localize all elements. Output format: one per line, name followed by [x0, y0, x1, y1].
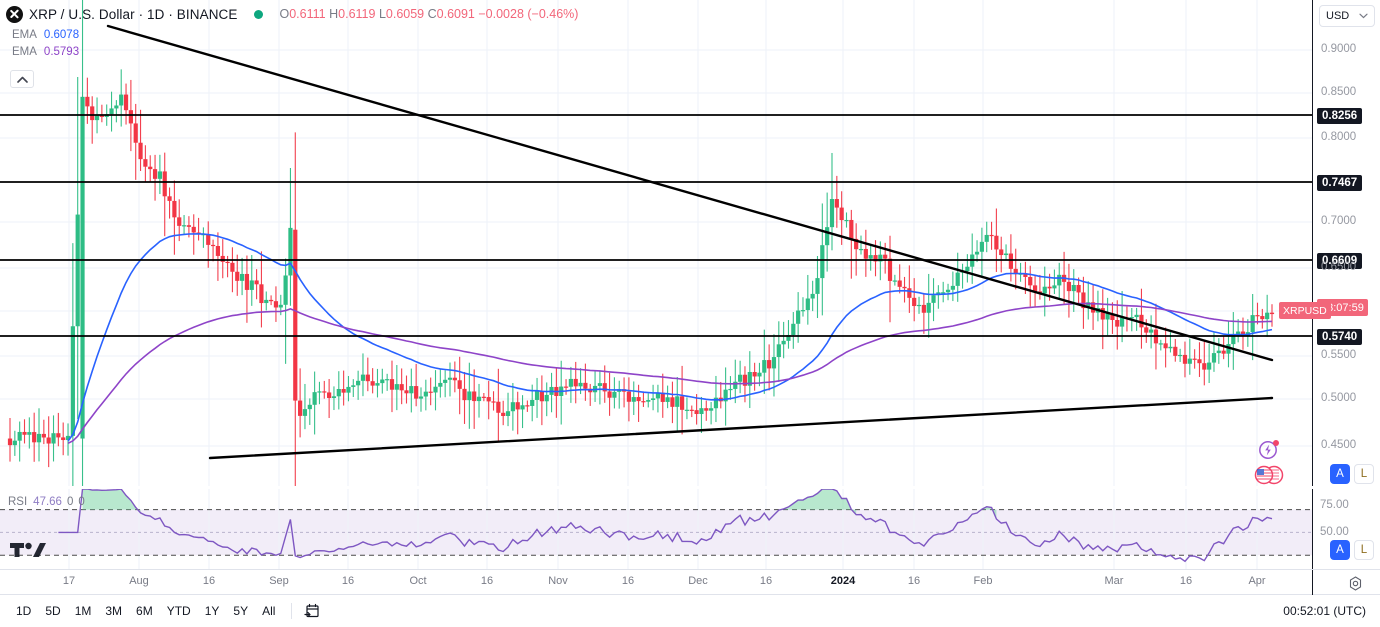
price-axis-toggle-group[interactable]: A L	[1330, 464, 1374, 484]
chevron-up-icon	[16, 76, 28, 83]
tradingview-logo-icon	[10, 542, 46, 557]
time-label-2024: 2024	[830, 575, 856, 587]
time-label-Feb: Feb	[973, 575, 993, 587]
rsi-auto-scale-button[interactable]: A	[1330, 540, 1350, 560]
price-chart-pane[interactable]	[0, 0, 1312, 486]
price-tick-0-7000: 0.7000	[1321, 215, 1357, 227]
price-tick-0-8256: 0.8256	[1317, 108, 1363, 124]
alert-lightning-button[interactable]	[1258, 438, 1280, 465]
price-tick-0-5500: 0.5500	[1321, 349, 1357, 361]
utc-clock: 00:52:01 (UTC)	[1283, 604, 1366, 618]
time-label-Aug: Aug	[129, 575, 149, 587]
chart-settings-icon	[1349, 575, 1361, 591]
time-label-16: 16	[480, 575, 494, 587]
price-tick-0-5000: 0.5000	[1321, 392, 1357, 404]
price-tick-0-8000: 0.8000	[1321, 131, 1357, 143]
currency-coins-icon	[1254, 465, 1284, 485]
price-tick-0-8500: 0.8500	[1321, 86, 1357, 98]
time-label-16: 16	[621, 575, 635, 587]
timeframe-button-1m[interactable]: 1M	[74, 604, 92, 618]
chevron-down-icon	[1359, 13, 1368, 19]
currency-selector[interactable]: USD	[1319, 5, 1375, 27]
price-log-scale-button[interactable]: L	[1354, 464, 1374, 484]
price-tick-0-6500: 0.6500	[1321, 261, 1357, 273]
rsi-tick-75-00: 75.00	[1320, 499, 1349, 511]
alert-lightning-icon	[1259, 440, 1279, 459]
price-tick-0-6609: 0.6609	[1317, 253, 1363, 269]
time-label-17: 17	[62, 575, 76, 587]
time-label-Mar: Mar	[1104, 575, 1124, 587]
time-label-16: 16	[1179, 575, 1193, 587]
rsi-indicator-pane[interactable]	[0, 489, 1312, 569]
rsi-log-scale-button[interactable]: L	[1354, 540, 1374, 560]
timeframe-button-1y[interactable]: 1Y	[204, 604, 220, 618]
bottom-toolbar[interactable]: 1D 5D 1M 3M 6M YTD 1Y 5Y All 00:52:01 (UTC)	[0, 595, 1380, 627]
time-label-16: 16	[341, 575, 355, 587]
currency-coins-button[interactable]	[1254, 464, 1286, 491]
timeframe-button-5y[interactable]: 5Y	[233, 604, 249, 618]
time-label-Nov: Nov	[548, 575, 568, 587]
time-label-Oct: Oct	[409, 575, 427, 587]
time-label-16: 16	[759, 575, 773, 587]
tradingview-logo-watermark	[10, 537, 46, 564]
toolbar-divider	[291, 603, 293, 619]
price-auto-scale-button[interactable]: A	[1330, 464, 1350, 484]
timeframe-button-6m[interactable]: 6M	[136, 604, 153, 618]
price-tick-0-5740: 0.5740	[1317, 329, 1363, 345]
pane-axis-gap	[1312, 486, 1380, 489]
timeframe-button-group[interactable]: 1D 5D 1M 3M 6M YTD 1Y 5Y All	[0, 601, 281, 621]
rsi-axis-toggle-group[interactable]: A L	[1330, 540, 1374, 560]
collapse-legend-button[interactable]	[10, 70, 34, 88]
time-axis[interactable]: 17 Aug 16 Sep 16 Oct 16 Nov 16 Dec 16 2024 16 Feb Mar 1…	[0, 569, 1380, 596]
currency-label: USD	[1326, 10, 1350, 22]
time-label-Dec: Dec	[688, 575, 708, 587]
timeframe-button-3m[interactable]: 3M	[105, 604, 123, 618]
price-tick-0-9000: 0.9000	[1321, 43, 1357, 55]
timeframe-button-all[interactable]: All	[262, 604, 276, 618]
rsi-chart-canvas	[0, 489, 1312, 569]
goto-date-button[interactable]	[302, 601, 322, 621]
time-label-Apr: Apr	[1248, 575, 1266, 587]
timeframe-button-1d[interactable]: 1D	[16, 604, 32, 618]
price-tick-0-7467: 0.7467	[1317, 175, 1363, 191]
goto-date-icon	[304, 603, 320, 618]
time-axis-separator	[1312, 570, 1313, 596]
rsi-tick-50-00: 50.00	[1320, 526, 1349, 538]
price-tick-0-4500: 0.4500	[1321, 439, 1357, 451]
symbol-price-tag: XRPUSD	[1279, 302, 1331, 319]
chart-settings-button[interactable]	[1345, 573, 1365, 593]
timeframe-button-5d[interactable]: 5D	[45, 604, 61, 618]
time-label-16: 16	[202, 575, 216, 587]
time-label-16: 16	[907, 575, 921, 587]
time-label-Sep: Sep	[269, 575, 289, 587]
timeframe-button-ytd[interactable]: YTD	[166, 604, 191, 618]
price-chart-canvas	[0, 0, 1312, 486]
